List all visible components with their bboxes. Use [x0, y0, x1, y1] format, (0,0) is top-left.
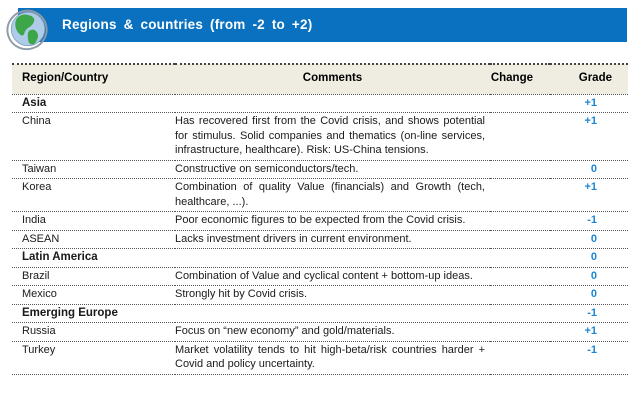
region-country-cell: Russia [12, 322, 175, 341]
change-cell [490, 248, 550, 267]
region-country-cell: Korea [12, 178, 175, 212]
change-cell [490, 211, 550, 230]
comment-cell: Has recovered first from the Covid crisi… [175, 112, 490, 160]
change-cell [490, 303, 550, 323]
comment-cell: Lacks investment drivers in current envi… [175, 229, 490, 249]
country-row: India Poor economic figures to be expect… [12, 211, 628, 230]
grade-cell: 0 [550, 285, 628, 304]
country-row: Taiwan Constructive on semiconductors/te… [12, 159, 628, 179]
comment-cell: Combination of quality Value (financials… [175, 178, 490, 212]
comment-cell [175, 248, 490, 267]
grade-cell: 0 [550, 159, 628, 179]
region-country-cell: China [12, 112, 175, 160]
grade-cell: 0 [550, 248, 628, 267]
grade-cell: +1 [550, 93, 628, 113]
grade-cell: -1 [550, 340, 628, 374]
country-row: Turkey Market volatility tends to hit hi… [12, 340, 628, 374]
grade-cell: 0 [550, 266, 628, 286]
grade-cell: +1 [550, 112, 628, 160]
region-country-cell: Emerging Europe [12, 303, 175, 323]
grade-cell: +1 [550, 178, 628, 212]
region-country-cell: Brazil [12, 266, 175, 286]
country-row: ASEAN Lacks investment drivers in curren… [12, 229, 628, 249]
column-header-comments: Comments [175, 63, 490, 95]
region-country-cell: India [12, 211, 175, 230]
section-row: Latin America 0 [12, 248, 628, 267]
section-row: Emerging Europe -1 [12, 303, 628, 323]
regions-countries-table: Region/Country Comments Change Grade Asi… [12, 63, 628, 375]
region-country-cell: Latin America [12, 248, 175, 267]
region-country-cell: Mexico [12, 285, 175, 304]
section-row: Asia +1 [12, 93, 628, 113]
section-banner: Regions & countries (from -2 to +2) [18, 8, 627, 42]
change-cell [490, 159, 550, 179]
column-header-region-country: Region/Country [12, 63, 175, 95]
grade-cell: 0 [550, 229, 628, 249]
grade-cell: +1 [550, 322, 628, 341]
region-country-cell: Turkey [12, 340, 175, 374]
region-country-cell: Asia [12, 93, 175, 113]
comment-cell: Market volatility tends to hit high-beta… [175, 340, 490, 374]
column-header-grade: Grade [550, 63, 628, 95]
change-cell [490, 340, 550, 374]
country-row: Korea Combination of quality Value (fina… [12, 178, 628, 212]
comment-cell [175, 303, 490, 323]
region-country-cell: Taiwan [12, 159, 175, 179]
country-row: Brazil Combination of Value and cyclical… [12, 266, 628, 286]
change-cell [490, 266, 550, 286]
change-cell [490, 322, 550, 341]
country-row: Mexico Strongly hit by Covid crisis. 0 [12, 285, 628, 304]
country-row: Russia Focus on “new economy” and gold/m… [12, 322, 628, 341]
comment-cell: Strongly hit by Covid crisis. [175, 285, 490, 304]
comment-cell: Combination of Value and cyclical conten… [175, 266, 490, 286]
change-cell [490, 93, 550, 113]
banner-title: Regions & countries (from -2 to +2) [62, 17, 313, 32]
comment-cell: Focus on “new economy” and gold/material… [175, 322, 490, 341]
country-row: China Has recovered first from the Covid… [12, 112, 628, 160]
grade-cell: -1 [550, 303, 628, 323]
change-cell [490, 178, 550, 212]
comment-cell: Constructive on semiconductors/tech. [175, 159, 490, 179]
column-header-change: Change [490, 63, 550, 95]
grade-cell: -1 [550, 211, 628, 230]
change-cell [490, 112, 550, 160]
table-header-row: Region/Country Comments Change Grade [12, 63, 628, 95]
comment-cell [175, 93, 490, 113]
globe-icon [6, 9, 48, 51]
region-country-cell: ASEAN [12, 229, 175, 249]
change-cell [490, 285, 550, 304]
change-cell [490, 229, 550, 249]
comment-cell: Poor economic figures to be expected fro… [175, 211, 490, 230]
